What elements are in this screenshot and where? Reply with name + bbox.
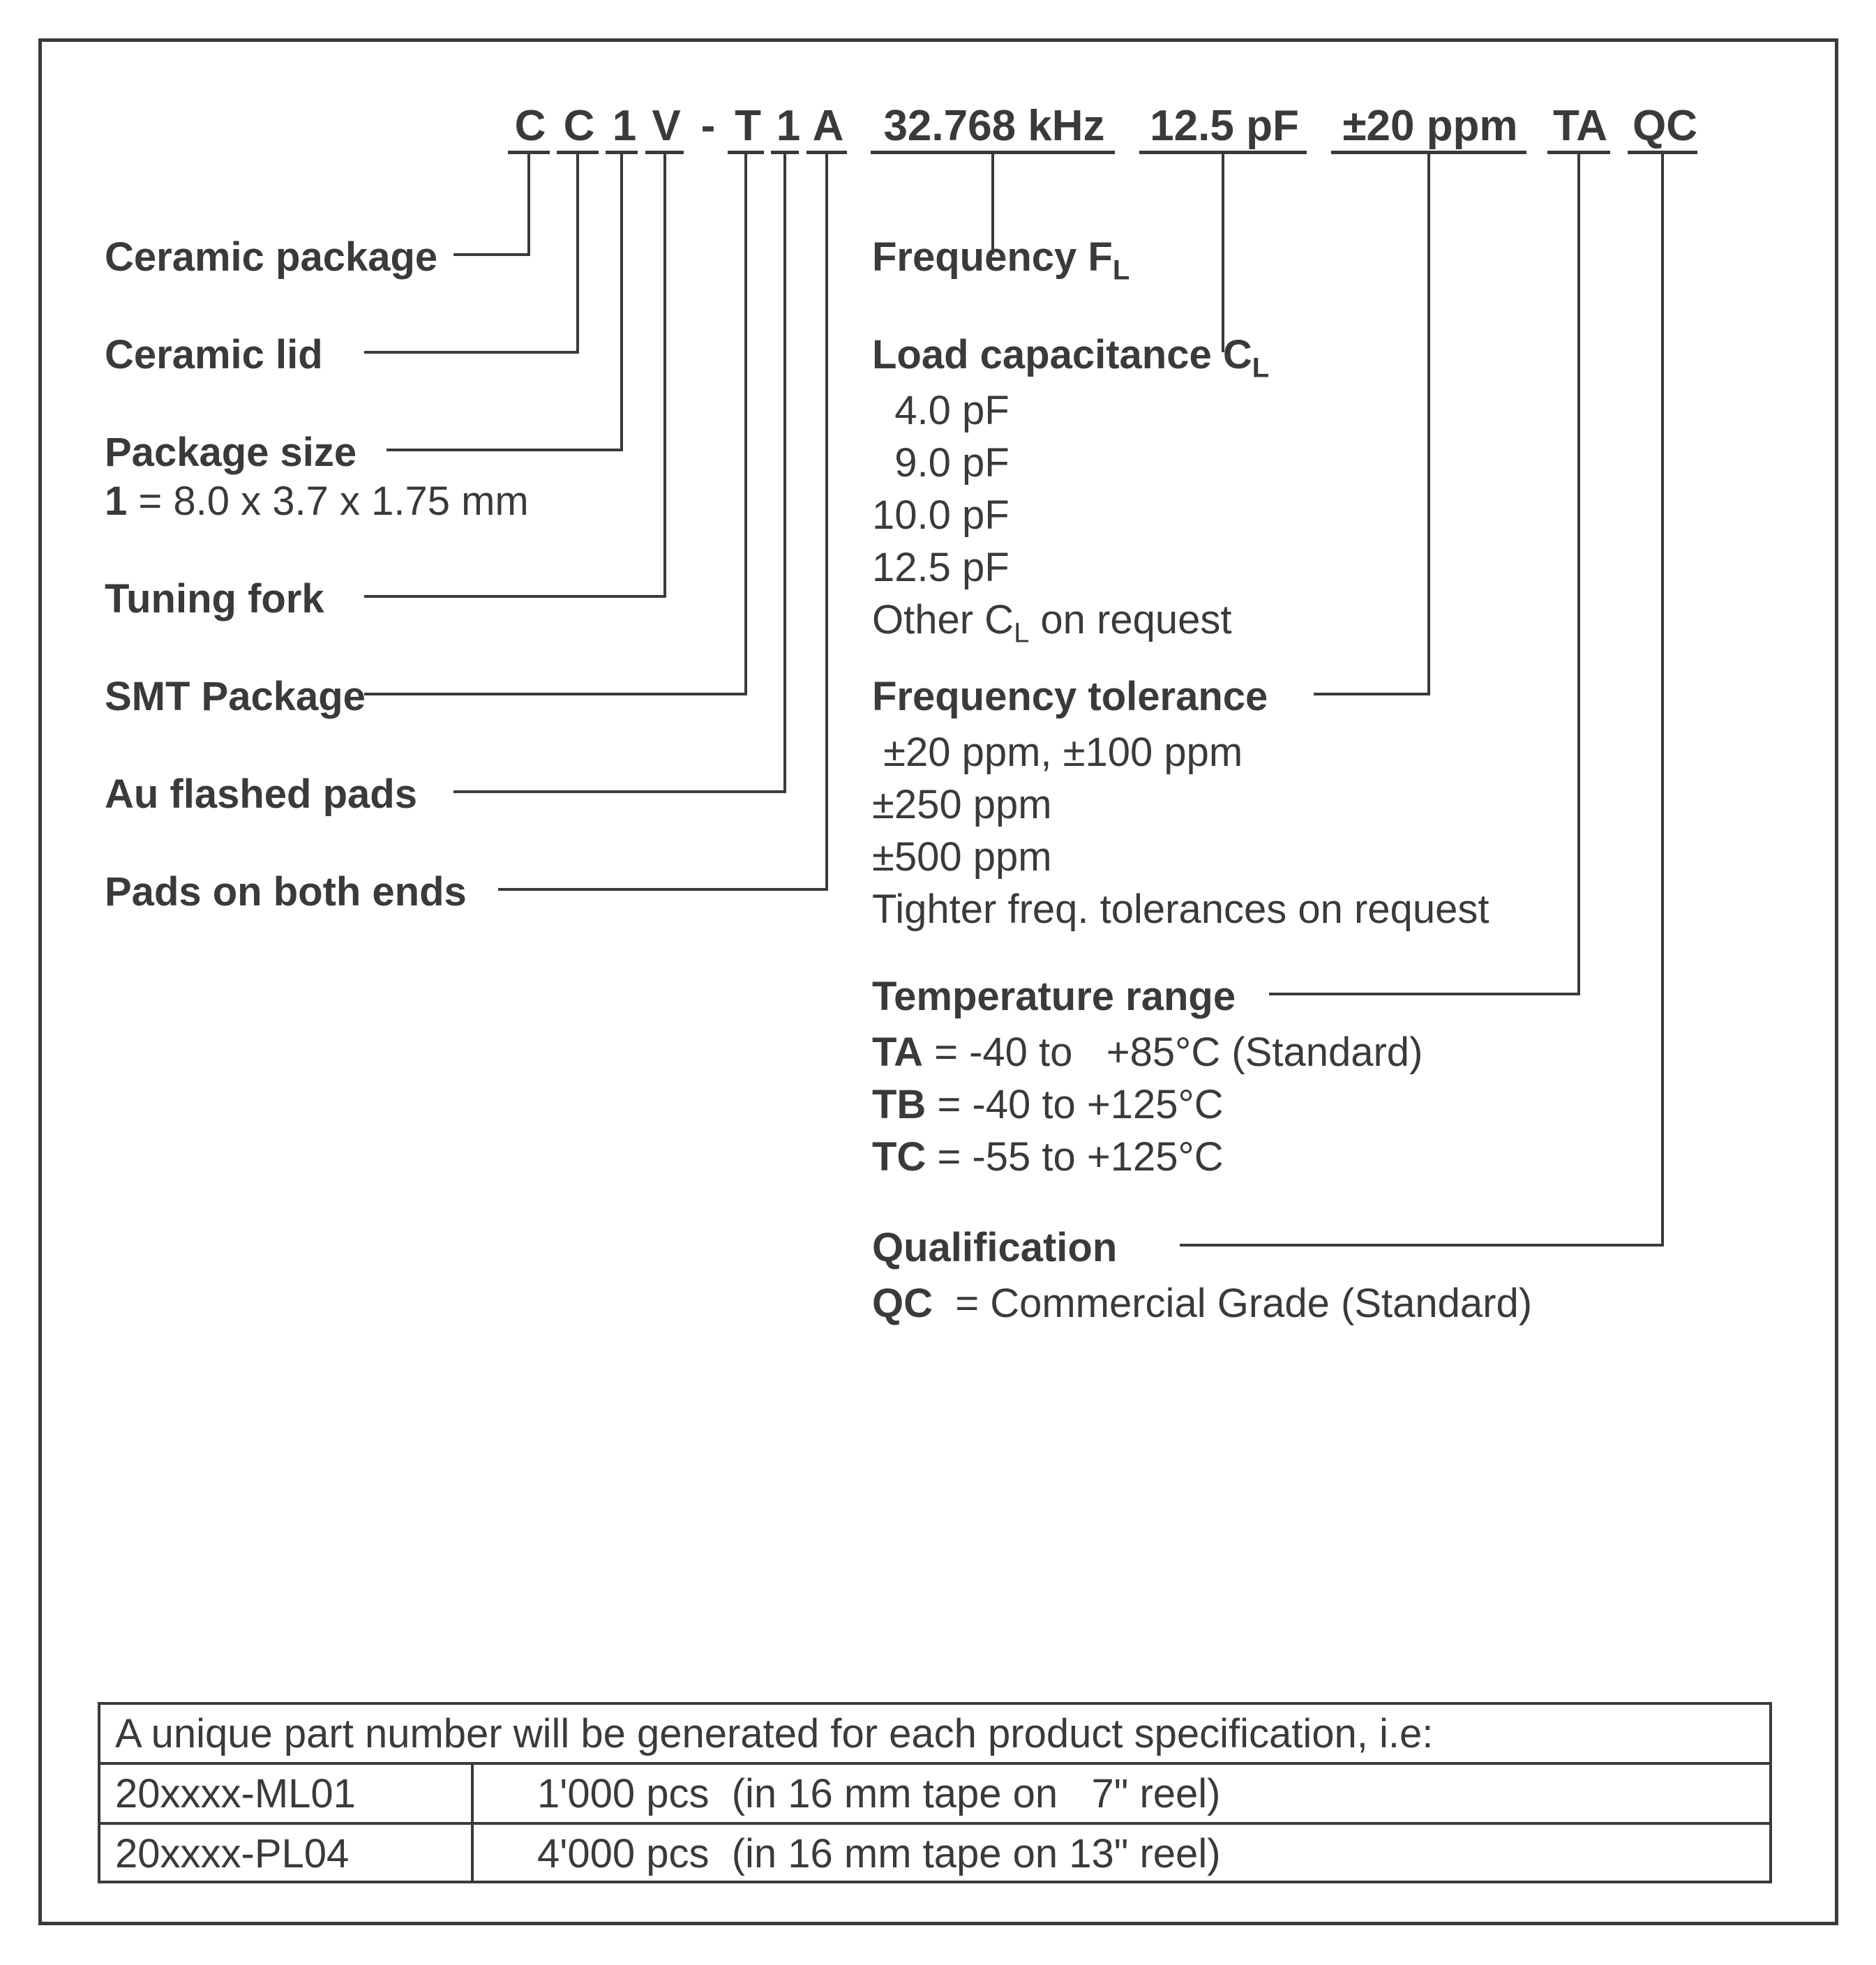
pn-seg-one: 1 (610, 101, 638, 151)
pn-seg-freq: 32.768 kHz (876, 101, 1113, 151)
leader-h-one2 (453, 790, 786, 793)
table-header: A unique part number will be generated f… (115, 1710, 1433, 1757)
right-label-1-detail-3: 12.5 pF (872, 544, 1010, 591)
leader-h-tol (1314, 693, 1430, 695)
pn-seg-v: V (650, 101, 682, 151)
pn-seg-qual: QC (1633, 101, 1695, 151)
leader-v-c1 (527, 154, 530, 255)
pn-seg-temp: TA (1552, 101, 1608, 151)
pn-seg-one2: 1 (774, 101, 802, 151)
leader-v-cl (1222, 154, 1224, 352)
leader-h-t (364, 693, 747, 695)
table-row-0-col-0: 20xxxx-ML01 (115, 1770, 356, 1817)
leader-h-c2 (364, 351, 579, 354)
leader-v-a (825, 154, 828, 889)
right-label-1: Load capacitance CL (872, 331, 1269, 384)
leader-v-tol (1427, 154, 1430, 694)
table-rule-2 (98, 1822, 1772, 1825)
left-label-3: Tuning fork (105, 575, 324, 622)
right-label-1-detail-1: 9.0 pF (872, 439, 1010, 486)
right-label-4: Qualification (872, 1224, 1117, 1271)
right-label-4-detail-0: QC = Commercial Grade (Standard) (872, 1280, 1532, 1327)
right-label-1-detail-2: 10.0 pF (872, 492, 1010, 539)
right-label-3-detail-2: TC = -55 to +125°C (872, 1134, 1224, 1180)
right-label-2-detail-0: ±20 ppm, ±100 ppm (872, 729, 1243, 776)
right-label-1-detail-0: 4.0 pF (872, 387, 1010, 434)
pn-seg-tol: ±20 ppm (1336, 101, 1524, 151)
left-label-6: Pads on both ends (105, 868, 467, 915)
left-label-4: SMT Package (105, 673, 366, 720)
left-label-2-detail-0: 1 = 8.0 x 3.7 x 1.75 mm (105, 478, 529, 525)
pn-seg-dash: - (698, 101, 719, 151)
pn-seg-cl: 12.5 pF (1144, 101, 1305, 151)
table-row-1-col-0: 20xxxx-PL04 (115, 1830, 349, 1877)
right-label-2-detail-3: Tighter freq. tolerances on request (872, 886, 1489, 933)
leader-v-one (620, 154, 623, 450)
leader-v-one2 (783, 154, 786, 792)
table-col-divider (471, 1762, 474, 1883)
table-rule-1 (98, 1762, 1772, 1765)
leader-h-temp (1269, 993, 1580, 995)
leader-v-v (663, 154, 666, 596)
leader-h-a (498, 888, 828, 891)
leader-v-t (744, 154, 747, 694)
left-label-1: Ceramic lid (105, 331, 323, 378)
table-row-0-col-1: 1'000 pcs (in 16 mm tape on 7" reel) (537, 1770, 1221, 1817)
leader-v-c2 (576, 154, 579, 352)
right-label-1-detail-4: Other CL on request (872, 596, 1232, 649)
right-label-3-detail-0: TA = -40 to +85°C (Standard) (872, 1029, 1423, 1076)
leader-h-v (364, 595, 666, 598)
leader-v-temp (1577, 154, 1580, 994)
pn-seg-a: A (811, 101, 845, 151)
right-label-3-detail-1: TB = -40 to +125°C (872, 1081, 1224, 1128)
leader-v-freq (991, 154, 994, 255)
right-label-2: Frequency tolerance (872, 673, 1268, 720)
right-label-2-detail-1: ±250 ppm (872, 781, 1052, 828)
pn-seg-c1: C (513, 101, 548, 151)
leader-v-qual (1661, 154, 1664, 1245)
pn-seg-c2: C (562, 101, 596, 151)
right-label-3: Temperature range (872, 973, 1236, 1020)
datasheet-part-number-diagram: CC1V-T1A32.768 kHz12.5 pF±20 ppmTAQCCera… (0, 0, 1876, 1965)
leader-h-c1 (453, 253, 530, 256)
leader-h-qual (1180, 1244, 1664, 1247)
left-label-2: Package size (105, 429, 357, 476)
right-label-0: Frequency FL (872, 234, 1130, 287)
left-label-5: Au flashed pads (105, 771, 417, 818)
leader-h-one (387, 449, 623, 451)
right-label-2-detail-2: ±500 ppm (872, 834, 1052, 880)
left-label-0: Ceramic package (105, 234, 437, 280)
pn-seg-t: T (733, 101, 763, 151)
table-row-1-col-1: 4'000 pcs (in 16 mm tape on 13" reel) (537, 1830, 1221, 1877)
